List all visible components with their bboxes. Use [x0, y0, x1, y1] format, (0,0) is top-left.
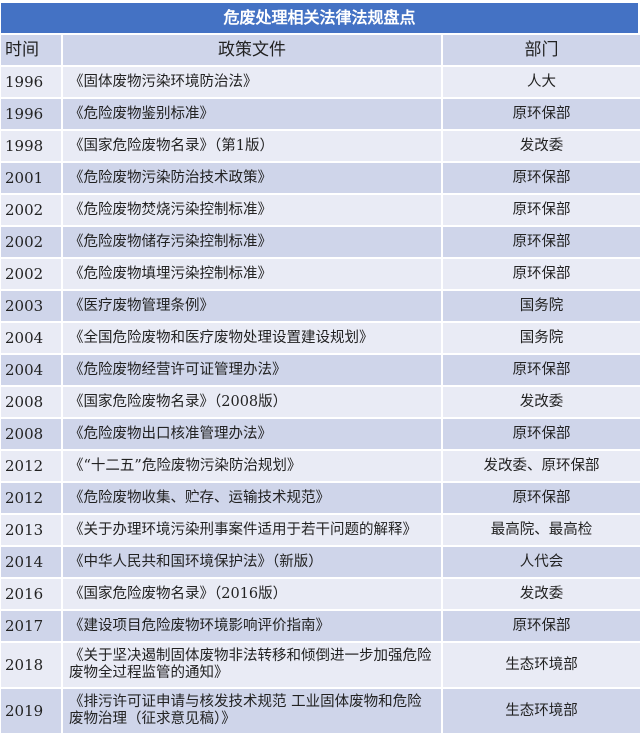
- department-cell: 原环保部: [443, 195, 640, 225]
- document-cell: 《固体废物污染环境防治法》: [63, 67, 441, 97]
- policy-table: 时间 政策文件 部门 1996 《固体废物污染环境防治法》 人大 1996 《危险废物鉴…: [0, 33, 640, 735]
- header-document: 政策文件: [63, 35, 441, 65]
- department-cell: 国务院: [443, 291, 640, 321]
- document-cell: 《危险废物收集、贮存、运输技术规范》: [63, 483, 441, 513]
- header-row: 时间 政策文件 部门: [1, 35, 640, 65]
- table-row: 1998 《国家危险废物名录》（第1版） 发改委: [1, 131, 640, 161]
- department-cell: 生态环境部: [443, 643, 640, 687]
- table-row: 2003 《医疗废物管理条例》 国务院: [1, 291, 640, 321]
- table-row: 2019 《排污许可证申请与核发技术规范 工业固体废物和危险废物治理（征求意见稿）…: [1, 689, 640, 733]
- table-title: 危废处理相关法律法规盘点: [1, 3, 638, 33]
- document-cell: 《危险废物污染防治技术政策》: [63, 163, 441, 193]
- year-cell: 2019: [1, 689, 61, 733]
- year-cell: 2004: [1, 355, 61, 385]
- year-cell: 2003: [1, 291, 61, 321]
- department-cell: 原环保部: [443, 611, 640, 641]
- document-cell: 《危险废物经营许可证管理办法》: [63, 355, 441, 385]
- year-cell: 2016: [1, 579, 61, 609]
- year-cell: 2008: [1, 387, 61, 417]
- document-cell: 《中华人民共和国环境保护法》（新版）: [63, 547, 441, 577]
- department-cell: 发改委: [443, 579, 640, 609]
- department-cell: 原环保部: [443, 419, 640, 449]
- year-cell: 1996: [1, 67, 61, 97]
- year-cell: 2012: [1, 451, 61, 481]
- header-year: 时间: [1, 35, 61, 65]
- document-cell: 《“十二五”危险废物污染防治规划》: [63, 451, 441, 481]
- department-cell: 原环保部: [443, 163, 640, 193]
- document-cell: 《建设项目危险废物环境影响评价指南》: [63, 611, 441, 641]
- year-cell: 2002: [1, 227, 61, 257]
- year-cell: 2008: [1, 419, 61, 449]
- year-cell: 2013: [1, 515, 61, 545]
- table-row: 2012 《危险废物收集、贮存、运输技术规范》 原环保部: [1, 483, 640, 513]
- year-cell: 2012: [1, 483, 61, 513]
- year-cell: 2001: [1, 163, 61, 193]
- department-cell: 原环保部: [443, 99, 640, 129]
- table-row: 2012 《“十二五”危险废物污染防治规划》 发改委、原环保部: [1, 451, 640, 481]
- department-cell: 原环保部: [443, 355, 640, 385]
- table-row: 2014 《中华人民共和国环境保护法》（新版） 人代会: [1, 547, 640, 577]
- table-row: 2017 《建设项目危险废物环境影响评价指南》 原环保部: [1, 611, 640, 641]
- department-cell: 原环保部: [443, 483, 640, 513]
- table-row: 2013 《关于办理环境污染刑事案件适用于若干问题的解释》 最高院、最高检: [1, 515, 640, 545]
- year-cell: 1996: [1, 99, 61, 129]
- table-row: 2001 《危险废物污染防治技术政策》 原环保部: [1, 163, 640, 193]
- department-cell: 原环保部: [443, 259, 640, 289]
- table-row: 2008 《危险废物出口核准管理办法》 原环保部: [1, 419, 640, 449]
- department-cell: 发改委: [443, 387, 640, 417]
- table-row: 2002 《危险废物填埋污染控制标准》 原环保部: [1, 259, 640, 289]
- document-cell: 《国家危险废物名录》（2008版）: [63, 387, 441, 417]
- year-cell: 2002: [1, 195, 61, 225]
- document-cell: 《危险废物焚烧污染控制标准》: [63, 195, 441, 225]
- year-cell: 2018: [1, 643, 61, 687]
- document-cell: 《排污许可证申请与核发技术规范 工业固体废物和危险废物治理（征求意见稿）》: [63, 689, 441, 733]
- table-row: 2002 《危险废物储存污染控制标准》 原环保部: [1, 227, 640, 257]
- department-cell: 最高院、最高检: [443, 515, 640, 545]
- department-cell: 人代会: [443, 547, 640, 577]
- department-cell: 原环保部: [443, 227, 640, 257]
- document-cell: 《医疗废物管理条例》: [63, 291, 441, 321]
- year-cell: 2004: [1, 323, 61, 353]
- policy-table-container: 危废处理相关法律法规盘点 时间 政策文件 部门 1996 《固体废物污染环境防治法…: [0, 3, 640, 735]
- department-cell: 发改委: [443, 131, 640, 161]
- year-cell: 2017: [1, 611, 61, 641]
- table-row: 1996 《危险废物鉴别标准》 原环保部: [1, 99, 640, 129]
- table-row: 2016 《国家危险废物名录》（2016版） 发改委: [1, 579, 640, 609]
- department-cell: 发改委、原环保部: [443, 451, 640, 481]
- document-cell: 《全国危险废物和医疗废物处理设置建设规划》: [63, 323, 441, 353]
- table-row: 1996 《固体废物污染环境防治法》 人大: [1, 67, 640, 97]
- department-cell: 生态环境部: [443, 689, 640, 733]
- year-cell: 2014: [1, 547, 61, 577]
- table-row: 2004 《全国危险废物和医疗废物处理设置建设规划》 国务院: [1, 323, 640, 353]
- year-cell: 1998: [1, 131, 61, 161]
- table-row: 2004 《危险废物经营许可证管理办法》 原环保部: [1, 355, 640, 385]
- department-cell: 人大: [443, 67, 640, 97]
- document-cell: 《危险废物储存污染控制标准》: [63, 227, 441, 257]
- document-cell: 《关于办理环境污染刑事案件适用于若干问题的解释》: [63, 515, 441, 545]
- table-row: 2002 《危险废物焚烧污染控制标准》 原环保部: [1, 195, 640, 225]
- table-row: 2008 《国家危险废物名录》（2008版） 发改委: [1, 387, 640, 417]
- document-cell: 《危险废物出口核准管理办法》: [63, 419, 441, 449]
- document-cell: 《关于坚决遏制固体废物非法转移和倾倒进一步加强危险废物全过程监管的通知》: [63, 643, 441, 687]
- document-cell: 《国家危险废物名录》（第1版）: [63, 131, 441, 161]
- header-department: 部门: [443, 35, 640, 65]
- year-cell: 2002: [1, 259, 61, 289]
- document-cell: 《危险废物填埋污染控制标准》: [63, 259, 441, 289]
- table-row: 2018 《关于坚决遏制固体废物非法转移和倾倒进一步加强危险废物全过程监管的通知》…: [1, 643, 640, 687]
- document-cell: 《国家危险废物名录》（2016版）: [63, 579, 441, 609]
- department-cell: 国务院: [443, 323, 640, 353]
- document-cell: 《危险废物鉴别标准》: [63, 99, 441, 129]
